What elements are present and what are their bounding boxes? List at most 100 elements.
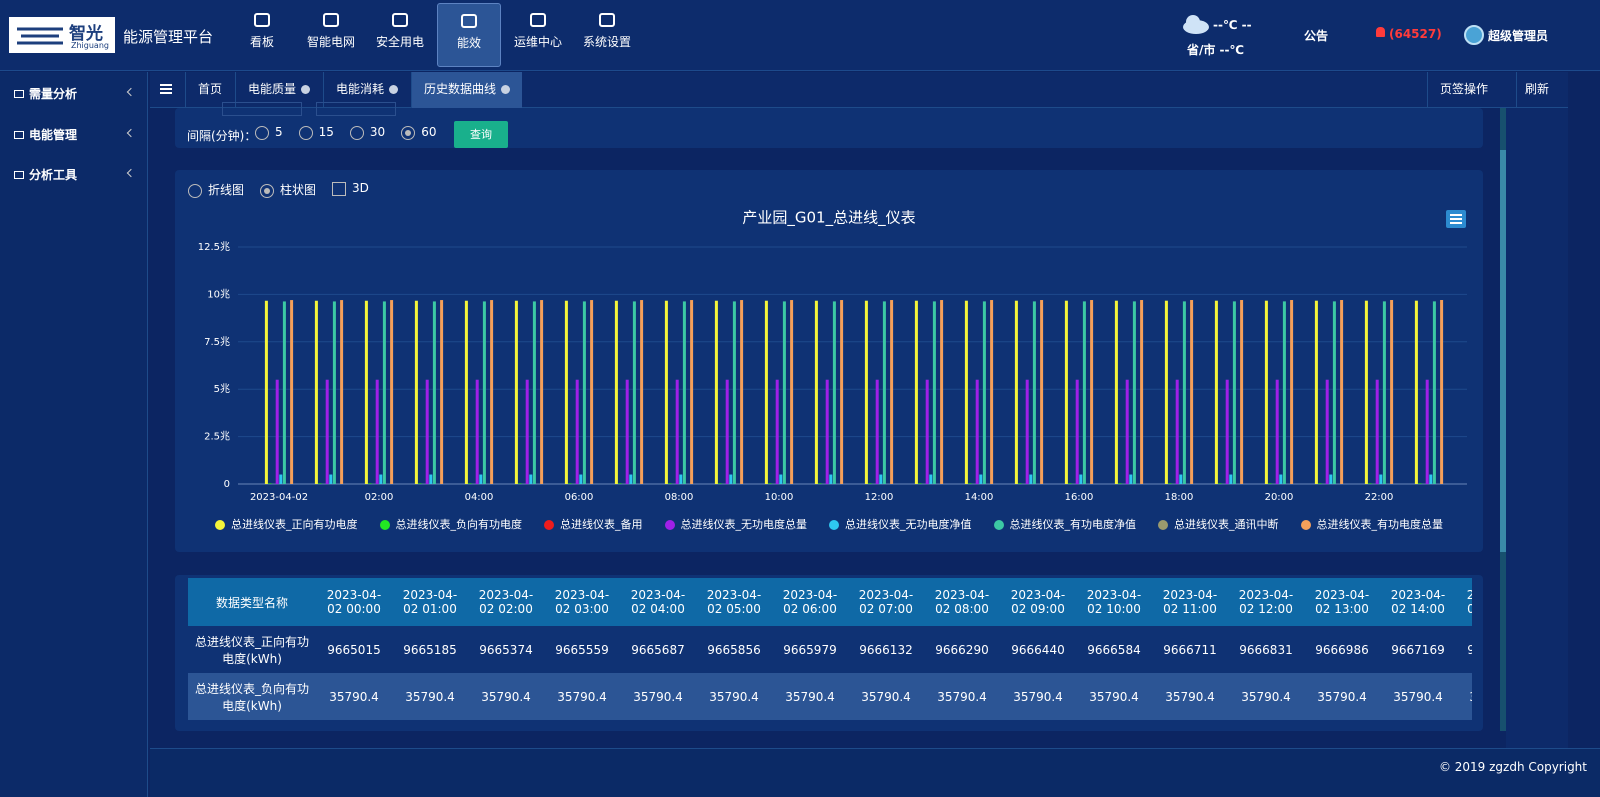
nav-item[interactable]: 系统设置 bbox=[575, 3, 639, 67]
bar bbox=[315, 301, 318, 484]
bar bbox=[483, 301, 486, 484]
start-date[interactable] bbox=[222, 102, 302, 116]
table-cell: 35790.4 bbox=[696, 673, 772, 720]
interval-value: 60 bbox=[421, 125, 436, 139]
tab-close[interactable] bbox=[389, 85, 398, 94]
sidebar-item[interactable]: 电能管理 bbox=[14, 126, 134, 143]
bar bbox=[1283, 301, 1286, 484]
bar bbox=[1026, 380, 1029, 484]
table-cell: 9666132 bbox=[848, 626, 924, 673]
table-cell: 35790.4 bbox=[544, 673, 620, 720]
table-cell: 35790.4 bbox=[1304, 673, 1380, 720]
menu-toggle[interactable] bbox=[160, 84, 172, 94]
bar bbox=[1415, 301, 1418, 484]
bar bbox=[333, 301, 336, 484]
nav-item[interactable]: 智能电网 bbox=[299, 3, 363, 67]
query-button[interactable]: 查询 bbox=[454, 121, 508, 148]
tab[interactable]: 历史数据曲线 bbox=[411, 72, 522, 108]
bar bbox=[1126, 380, 1129, 484]
legend-label: 总进线仪表_通讯中断 bbox=[1174, 518, 1279, 531]
column-header: 2023-04-02 14:00 bbox=[1380, 578, 1456, 626]
end-date[interactable] bbox=[316, 102, 396, 116]
refresh-button[interactable]: 刷新 bbox=[1516, 72, 1568, 108]
alert-count[interactable]: (64527) bbox=[1389, 27, 1442, 41]
bell-icon bbox=[1376, 27, 1385, 37]
bar bbox=[490, 300, 493, 484]
tab-actions[interactable]: 页签操作 bbox=[1427, 72, 1500, 108]
legend-item[interactable]: 总进线仪表_通讯中断 bbox=[1158, 516, 1279, 532]
y-tick-label: 2.5兆 bbox=[204, 431, 230, 443]
user-name[interactable]: 超级管理员 bbox=[1488, 27, 1548, 44]
bar bbox=[676, 380, 679, 484]
nav-icon bbox=[392, 13, 408, 27]
bar bbox=[1015, 301, 1018, 484]
legend-item[interactable]: 总进线仪表_无功电度总量 bbox=[665, 516, 808, 532]
interval-option[interactable]: 60 bbox=[401, 125, 436, 140]
bar bbox=[690, 300, 693, 484]
column-header: 2023-04-02 07:00 bbox=[848, 578, 924, 626]
table-header-row: 数据类型名称2023-04-02 00:002023-04-02 01:0020… bbox=[188, 578, 1472, 626]
x-tick-label: 12:00 bbox=[865, 492, 894, 503]
x-tick-label: 08:00 bbox=[665, 492, 694, 503]
radio[interactable] bbox=[255, 126, 269, 140]
sidebar-item[interactable]: 分析工具 bbox=[14, 166, 134, 183]
interval-option[interactable]: 15 bbox=[299, 125, 334, 140]
bar bbox=[1379, 475, 1382, 484]
legend-item[interactable]: 总进线仪表_无功电度净值 bbox=[829, 516, 972, 532]
bar bbox=[826, 380, 829, 484]
column-header: 数据类型名称 bbox=[188, 578, 316, 626]
legend-swatch bbox=[994, 520, 1004, 530]
nav-item[interactable]: 能效 bbox=[437, 3, 501, 67]
bar bbox=[290, 300, 293, 484]
logo[interactable]: 智光 Zhiguang bbox=[9, 17, 115, 53]
tab-close[interactable] bbox=[301, 85, 310, 94]
legend-item[interactable]: 总进线仪表_备用 bbox=[544, 516, 643, 532]
bar bbox=[583, 301, 586, 484]
tab-label: 电能质量 bbox=[248, 82, 296, 96]
bar bbox=[783, 301, 786, 484]
bar bbox=[1029, 475, 1032, 484]
sidebar-item[interactable]: 需量分析 bbox=[14, 85, 134, 102]
bar bbox=[269, 483, 272, 484]
legend-item[interactable]: 总进线仪表_负向有功电度 bbox=[380, 516, 523, 532]
legend-item[interactable]: 总进线仪表_有功电度总量 bbox=[1301, 516, 1444, 532]
bar bbox=[326, 380, 329, 484]
legend-label: 总进线仪表_无功电度净值 bbox=[845, 518, 972, 531]
interval-value: 30 bbox=[370, 125, 385, 139]
table-cell: 9667169 bbox=[1380, 626, 1456, 673]
nav-label: 安全用电 bbox=[376, 35, 424, 49]
bar bbox=[1319, 483, 1322, 484]
radio[interactable] bbox=[299, 126, 313, 140]
interval-option[interactable]: 5 bbox=[255, 125, 283, 140]
sidebar-icon bbox=[14, 131, 24, 139]
bar bbox=[615, 301, 618, 484]
bar bbox=[1279, 475, 1282, 484]
bar bbox=[1440, 300, 1443, 484]
bar bbox=[790, 300, 793, 484]
bar bbox=[419, 483, 422, 484]
radio[interactable] bbox=[401, 126, 415, 140]
nav-item[interactable]: 看板 bbox=[230, 3, 294, 67]
bar bbox=[679, 475, 682, 484]
tab-label: 首页 bbox=[198, 82, 222, 96]
legend-item[interactable]: 总进线仪表_正向有功电度 bbox=[215, 516, 358, 532]
sidebar-label: 分析工具 bbox=[29, 168, 77, 182]
bar bbox=[665, 301, 668, 484]
notice[interactable]: 公告 bbox=[1304, 27, 1328, 44]
nav-label: 智能电网 bbox=[307, 35, 355, 49]
legend-item[interactable]: 总进线仪表_有功电度净值 bbox=[994, 516, 1137, 532]
tab-close[interactable] bbox=[501, 85, 510, 94]
radio[interactable] bbox=[350, 126, 364, 140]
bar bbox=[1229, 475, 1232, 484]
interval-option[interactable]: 30 bbox=[350, 125, 385, 140]
right-strip bbox=[1506, 108, 1568, 748]
bar bbox=[465, 301, 468, 484]
bar bbox=[1315, 301, 1318, 484]
nav-item[interactable]: 运维中心 bbox=[506, 3, 570, 67]
bar bbox=[1433, 301, 1436, 484]
bar bbox=[883, 301, 886, 484]
bar bbox=[329, 475, 332, 484]
table-cell: 35790.4 bbox=[316, 673, 392, 720]
nav-item[interactable]: 安全用电 bbox=[368, 3, 432, 67]
column-header: 2023-04-02 05:00 bbox=[696, 578, 772, 626]
